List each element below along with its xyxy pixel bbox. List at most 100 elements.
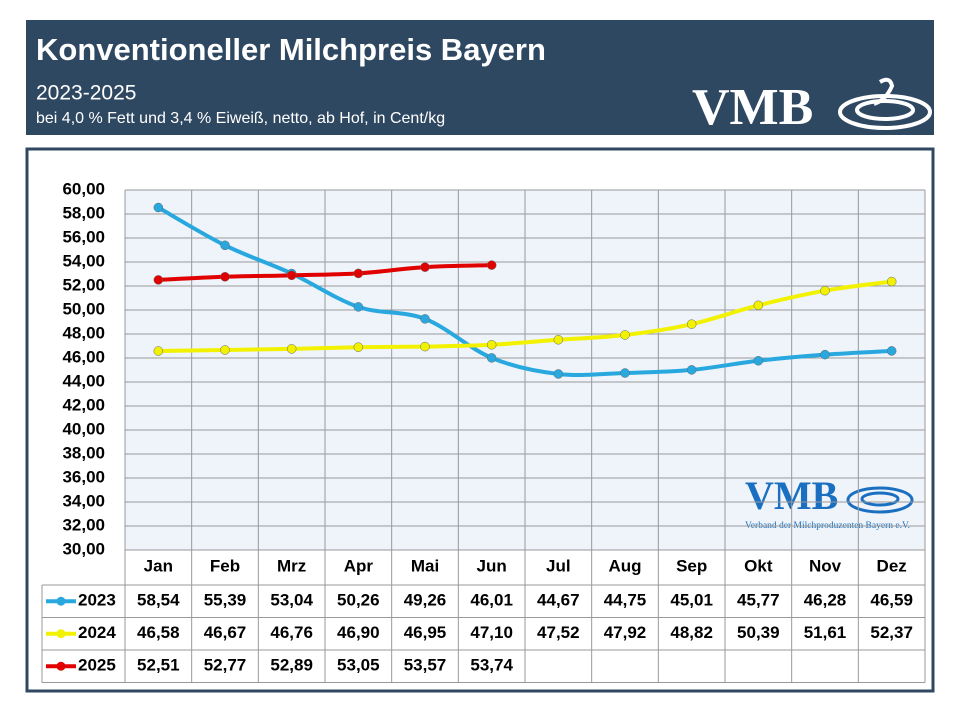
legend-marker <box>56 596 66 606</box>
point <box>286 270 297 281</box>
table-cell: 53,05 <box>337 656 380 675</box>
legend-marker <box>56 661 66 671</box>
table-cell: 46,95 <box>404 623 447 642</box>
table-cell: 47,10 <box>470 623 513 642</box>
y-tick-label: 50,00 <box>62 299 105 318</box>
title: Konventioneller Milchpreis Bayern <box>36 32 546 67</box>
table-cell: 53,04 <box>270 591 313 610</box>
x-tick-label: Jul <box>546 556 571 575</box>
note: bei 4,0 % Fett und 3,4 % Eiweiß, netto, … <box>36 110 445 127</box>
point <box>353 342 364 352</box>
y-tick-label: 30,00 <box>62 539 105 558</box>
table-cell: 46,58 <box>137 623 180 642</box>
point <box>486 340 497 350</box>
table-cell: 47,92 <box>604 623 647 642</box>
table-cell: 47,52 <box>537 623 580 642</box>
table-cell: 50,39 <box>737 623 780 642</box>
x-tick-label: Mai <box>411 556 439 575</box>
point <box>620 368 630 378</box>
point <box>153 202 164 213</box>
table-cell: 45,77 <box>737 591 780 610</box>
legend-marker <box>56 629 66 639</box>
x-tick-label: Sep <box>676 556 707 575</box>
point <box>220 240 230 251</box>
x-tick-label: Mrz <box>277 556 306 575</box>
y-tick-label: 54,00 <box>62 251 105 270</box>
point <box>353 268 364 279</box>
y-tick-label: 32,00 <box>62 515 105 534</box>
point <box>486 260 497 270</box>
point <box>820 285 830 296</box>
y-tick-label: 40,00 <box>62 419 105 438</box>
table-cell: 46,59 <box>870 591 913 610</box>
x-tick-label: Dez <box>877 556 907 575</box>
point <box>286 344 297 354</box>
point <box>886 346 897 356</box>
table-cell: 46,01 <box>470 591 513 610</box>
table-cell: 46,67 <box>204 623 247 642</box>
series-line <box>157 205 892 377</box>
point <box>486 353 497 363</box>
y-tick-label: 42,00 <box>62 395 105 414</box>
point <box>353 302 364 312</box>
header <box>26 20 934 135</box>
point <box>220 345 230 355</box>
y-tick-label: 38,00 <box>62 443 105 462</box>
table-cell: 53,74 <box>470 656 513 675</box>
table-cell: 51,61 <box>804 623 847 642</box>
series-line <box>158 263 492 282</box>
point <box>753 300 764 311</box>
table-cell: 46,28 <box>804 591 847 610</box>
y-tick-label: 36,00 <box>62 467 105 486</box>
point <box>553 369 564 379</box>
point <box>420 314 430 324</box>
y-tick-label: 58,00 <box>62 203 105 222</box>
point <box>753 356 764 366</box>
table-cell: 52,89 <box>270 656 313 675</box>
table-cell: 55,39 <box>204 591 247 610</box>
table-cell: 58,54 <box>137 591 180 610</box>
table-cell: 46,90 <box>337 623 380 642</box>
y-tick-label: 52,00 <box>62 275 105 294</box>
watermark-swoosh <box>846 486 914 514</box>
y-tick-label: 34,00 <box>62 491 105 510</box>
point <box>553 335 564 345</box>
y-tick-label: 48,00 <box>62 323 105 342</box>
point <box>420 262 430 272</box>
x-tick-label: Jan <box>144 556 173 575</box>
point <box>686 365 697 375</box>
legend-label: 2025 <box>78 656 116 675</box>
table-cell: 53,57 <box>404 656 447 675</box>
table-cell: 46,76 <box>270 623 313 642</box>
point <box>153 346 164 356</box>
table-cell: 48,82 <box>670 623 713 642</box>
table-cell: 50,26 <box>337 591 380 610</box>
table-cell: 45,01 <box>670 591 713 610</box>
table-cell: 52,37 <box>870 623 913 642</box>
point <box>220 272 230 282</box>
y-tick-label: 46,00 <box>62 347 105 366</box>
subtitle: 2023-2025 <box>36 82 136 105</box>
legend-label: 2024 <box>78 623 116 642</box>
legend-label: 2023 <box>78 591 116 610</box>
point <box>886 276 897 287</box>
y-tick-label: 44,00 <box>62 371 105 390</box>
table-cell: 44,67 <box>537 591 580 610</box>
x-tick-label: Apr <box>344 556 374 575</box>
point <box>620 330 630 340</box>
logo-swoosh <box>838 77 932 130</box>
table-cell: 52,51 <box>137 656 180 675</box>
x-tick-label: Jun <box>477 556 507 575</box>
table-cell: 52,77 <box>204 656 247 675</box>
y-tick-label: 56,00 <box>62 227 105 246</box>
point <box>153 275 164 285</box>
table-cell: 49,26 <box>404 591 447 610</box>
x-tick-label: Okt <box>744 556 773 575</box>
x-tick-label: Aug <box>608 556 641 575</box>
series-line <box>158 279 892 354</box>
point <box>820 349 830 360</box>
x-tick-label: Nov <box>809 556 842 575</box>
table-cell: 44,75 <box>604 591 647 610</box>
logo: VMB <box>692 79 813 136</box>
